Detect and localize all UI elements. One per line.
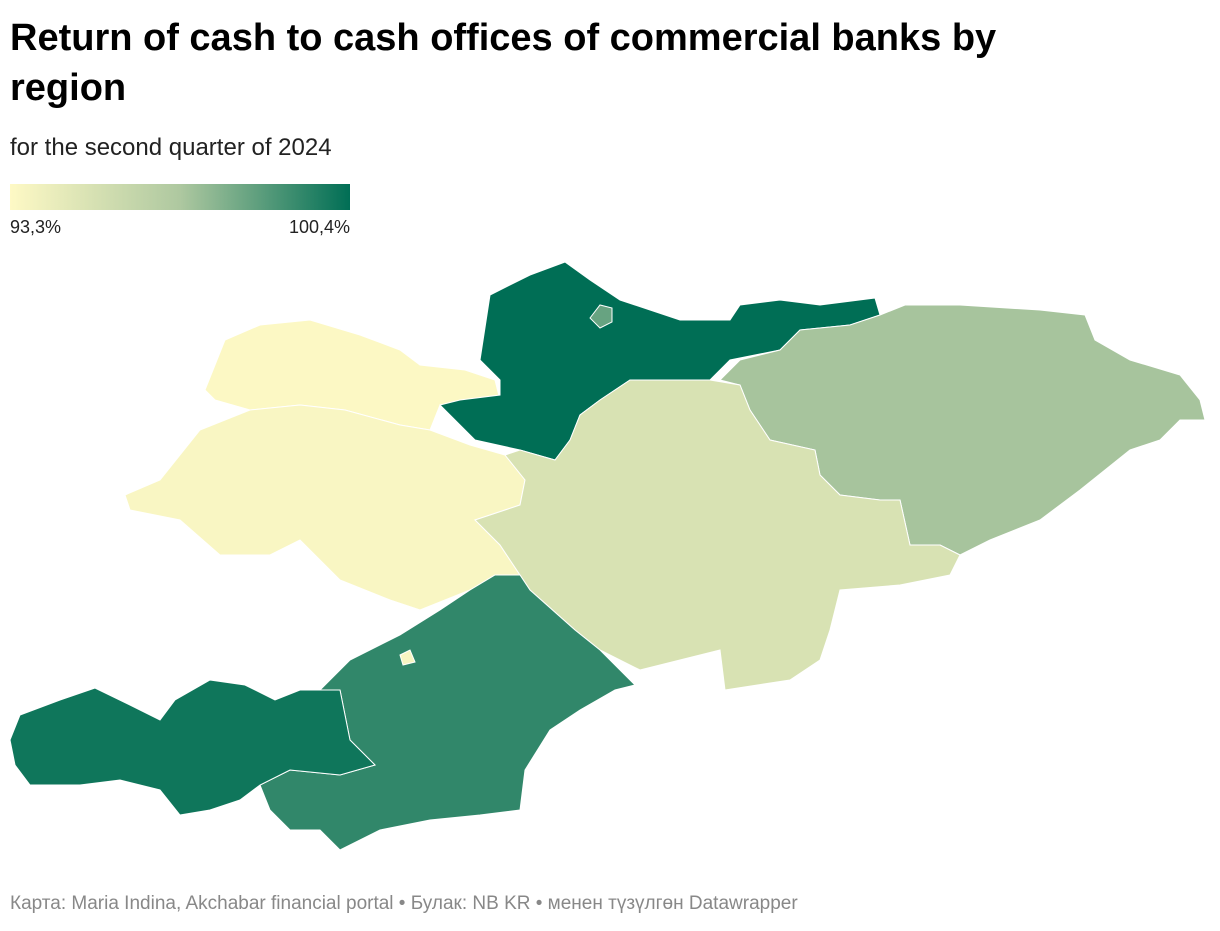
subtitle: for the second quarter of 2024 [10, 134, 332, 161]
legend-max: 100,4% [289, 217, 350, 237]
title-line-1: Return of cash to cash offices of commer… [10, 17, 996, 59]
region [474, 379, 961, 691]
region [124, 404, 526, 611]
legend-min: 93,3% [10, 217, 61, 237]
region [9, 679, 376, 816]
title-line-2: region [10, 67, 126, 109]
region [399, 649, 416, 666]
region [589, 304, 613, 329]
legend-gradient [10, 184, 350, 210]
footer: Карта: Maria Indina, Akchabar financial … [10, 893, 798, 914]
regions [9, 261, 1206, 851]
